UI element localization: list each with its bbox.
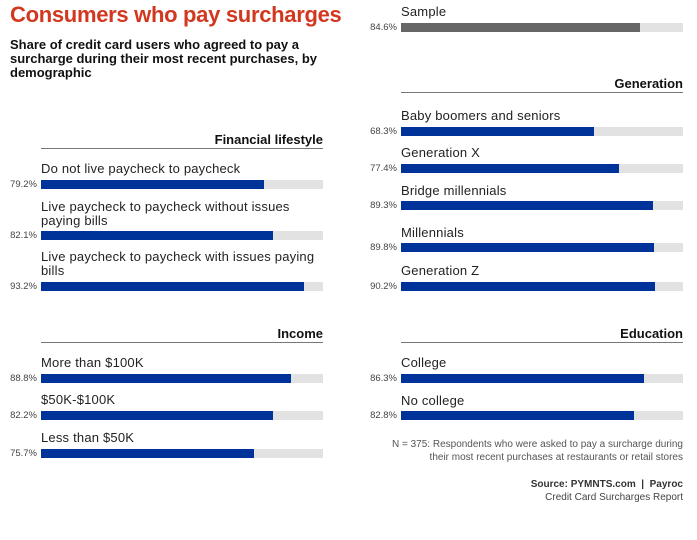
source: Source: PYMNTS.com | Payroc Credit Card … (531, 478, 683, 504)
chart-title: Consumers who pay surcharges (10, 2, 342, 27)
bar-label: Generation X (401, 145, 481, 160)
bar-value-label: 84.6% (370, 22, 397, 33)
bar-value-label: 82.1% (10, 230, 37, 241)
bar-track (401, 411, 683, 420)
bar (401, 164, 620, 173)
bar (41, 449, 255, 458)
bar-label: Do not live paycheck to paycheck (41, 161, 241, 176)
bar-track (401, 374, 683, 383)
bar (401, 127, 594, 136)
bar (41, 282, 304, 291)
group-header: Generation (614, 76, 683, 91)
bar (401, 374, 645, 383)
bar-track (41, 180, 323, 189)
bar-value-label: 93.2% (10, 281, 37, 292)
bar-label: Sample (401, 4, 447, 19)
bar (41, 180, 265, 189)
group-divider (41, 342, 323, 343)
bar-value-label: 89.3% (370, 200, 397, 211)
bar-track (401, 243, 683, 252)
bar-track (401, 164, 683, 173)
source-label: Source: PYMNTS.com | Payroc (530, 479, 683, 490)
group-header: Income (277, 326, 323, 341)
bar-value-label: 82.8% (370, 410, 397, 421)
bar-label: No college (401, 393, 465, 408)
bar-value-label: 77.4% (370, 163, 397, 174)
bar-track (41, 282, 323, 291)
bar-label: Less than $50K (41, 430, 135, 445)
bar-label: College (401, 355, 447, 370)
bar-value-label: 89.8% (370, 242, 397, 253)
bar-track (41, 231, 323, 240)
bar-label: Baby boomers and seniors (401, 108, 561, 123)
bar-track (401, 23, 683, 32)
group-divider (401, 342, 683, 343)
group-divider (401, 92, 683, 93)
bar-value-label: 79.2% (10, 179, 37, 190)
bar-track (401, 127, 683, 136)
bar (401, 411, 635, 420)
bar-track (41, 449, 323, 458)
bar (401, 201, 653, 210)
chart-subtitle: Share of credit card users who agreed to… (10, 37, 318, 80)
bar-label: Bridge millennials (401, 183, 507, 198)
bar-label: More than $100K (41, 355, 144, 370)
bar (41, 231, 273, 240)
sample-note: N = 375: Respondents who were asked to p… (391, 439, 683, 463)
bar (401, 23, 640, 32)
group-header: Financial lifestyle (214, 132, 323, 147)
bar (401, 243, 655, 252)
report-name: Credit Card Surcharges Report (545, 492, 683, 503)
bar-label: Millennials (401, 225, 464, 240)
bar (41, 374, 292, 383)
bar-value-label: 75.7% (10, 448, 37, 459)
group-header: Education (620, 326, 683, 341)
bar-track (41, 374, 323, 383)
bar-value-label: 90.2% (370, 281, 397, 292)
bar-label: Live paycheck to paycheck without issues… (41, 199, 290, 228)
bar-value-label: 68.3% (370, 126, 397, 137)
bar-label: Live paycheck to paycheck with issues pa… (41, 249, 315, 278)
bar-label: $50K-$100K (41, 392, 116, 407)
bar-track (401, 201, 683, 210)
group-divider (41, 148, 323, 149)
bar-track (401, 282, 683, 291)
bar-track (41, 411, 323, 420)
bar-value-label: 82.2% (10, 410, 37, 421)
bar (401, 282, 656, 291)
bar-label: Generation Z (401, 263, 480, 278)
bar (41, 411, 273, 420)
bar-value-label: 88.8% (10, 373, 37, 384)
bar-value-label: 86.3% (370, 373, 397, 384)
